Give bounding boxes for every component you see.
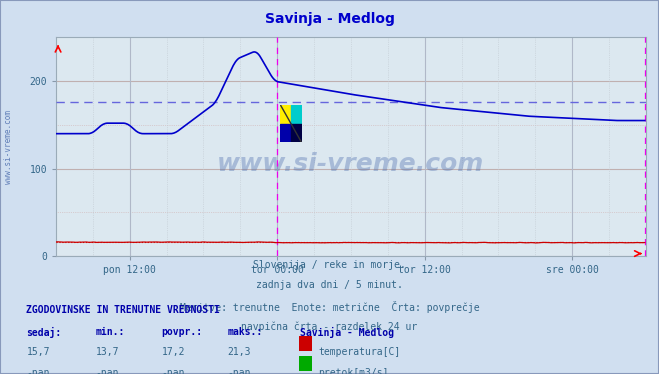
Text: min.:: min.: [96,327,125,337]
Text: -nan: -nan [96,368,119,374]
Text: 17,2: 17,2 [161,347,185,357]
Bar [291,105,302,124]
Text: Slovenija / reke in morje.: Slovenija / reke in morje. [253,260,406,270]
Text: -nan: -nan [227,368,251,374]
Text: pretok[m3/s]: pretok[m3/s] [318,368,389,374]
Bar [291,124,302,142]
Text: Savinja - Medlog: Savinja - Medlog [300,327,394,337]
Text: maks.:: maks.: [227,327,262,337]
Text: 13,7: 13,7 [96,347,119,357]
Text: Meritve: trenutne  Enote: metrične  Črta: povprečje: Meritve: trenutne Enote: metrične Črta: … [180,301,479,313]
Text: -nan: -nan [26,368,50,374]
Bar [281,124,291,142]
Text: 15,7: 15,7 [26,347,50,357]
Text: ZGODOVINSKE IN TRENUTNE VREDNOSTI: ZGODOVINSKE IN TRENUTNE VREDNOSTI [26,305,220,315]
Text: navpična črta - razdelek 24 ur: navpična črta - razdelek 24 ur [241,322,418,332]
Bar [281,105,291,124]
Text: 21,3: 21,3 [227,347,251,357]
Text: sedaj:: sedaj: [26,327,61,337]
Text: temperatura[C]: temperatura[C] [318,347,401,357]
Text: zadnja dva dni / 5 minut.: zadnja dva dni / 5 minut. [256,280,403,291]
Text: -nan: -nan [161,368,185,374]
Text: www.si-vreme.com: www.si-vreme.com [217,152,484,176]
Text: www.si-vreme.com: www.si-vreme.com [4,110,13,184]
Text: povpr.:: povpr.: [161,327,202,337]
Text: Savinja - Medlog: Savinja - Medlog [264,12,395,26]
